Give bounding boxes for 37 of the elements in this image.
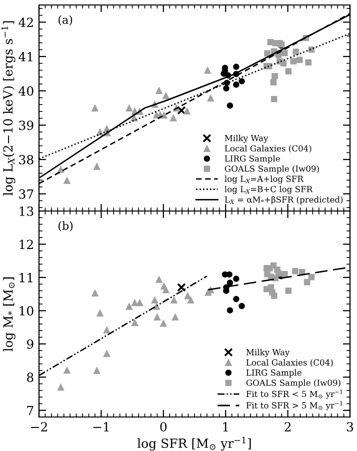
y-tick-label: 40 [18, 86, 34, 96]
legend-label: Fit to SFR < 5 M$_{⊙}$ yr$^{−1}$ [246, 390, 342, 399]
legend-label: L$_{X}$ = αM$_{*}$+βSFR (predicted) [224, 196, 343, 204]
x-tick-label: 3 [346, 422, 354, 432]
legend-label: LIRG Sample [246, 369, 302, 378]
legend-label: log L$_{X}$=B+C log SFR [224, 186, 313, 194]
legend-label: log L$_{X}$=A+log SFR [224, 176, 304, 184]
legend-label: Milky Way [246, 348, 290, 358]
y-tick-label: 8 [27, 372, 34, 382]
x-axis-title: log SFR [M$_{⊙}$ yr$^{−1}$] [137, 436, 251, 451]
legend-label: GOALS Sample (Iw09) [246, 379, 340, 388]
x-tick-label: −1 [93, 422, 109, 432]
x-tick-label: 1 [223, 422, 228, 432]
y-tick-label: 10 [20, 306, 34, 316]
x-tick-label: −2 [31, 422, 47, 432]
legend-label: GOALS Sample (Iw09) [224, 165, 319, 174]
annotation: (a) [58, 15, 72, 26]
legend-label: Local Galaxies (C04) [246, 359, 333, 367]
y-tick-label: 13 [20, 206, 34, 216]
y-tick-label: 42 [18, 18, 33, 27]
y-axis-title: log L$_{X}$(2−10 keV) [ergs s$^{−1}$] [1, 21, 16, 196]
y-tick-label: 41 [18, 52, 32, 62]
y-axis-title: log M$_{*}$ [M$_{⊙}$] [3, 277, 16, 352]
annotation: (b) [58, 221, 73, 232]
legend-label: LIRG Sample [224, 155, 280, 164]
y-tick-label: 12 [20, 240, 33, 249]
y-tick-label: 37 [19, 189, 34, 199]
y-tick-label: 11 [20, 272, 32, 282]
legend-label: Fit to SFR > 5 M$_{⊙}$ yr$^{−1}$ [246, 401, 342, 410]
legend-label: Milky Way [224, 134, 268, 143]
legend-label: Local Galaxies (C04) [224, 145, 312, 153]
y-tick-label: 38 [19, 154, 34, 164]
x-tick-label: 0 [160, 422, 167, 432]
x-tick-label: 2 [284, 422, 291, 432]
y-tick-label: 39 [19, 120, 34, 130]
y-tick-label: 7 [27, 406, 34, 416]
y-tick-label: 9 [26, 339, 34, 349]
